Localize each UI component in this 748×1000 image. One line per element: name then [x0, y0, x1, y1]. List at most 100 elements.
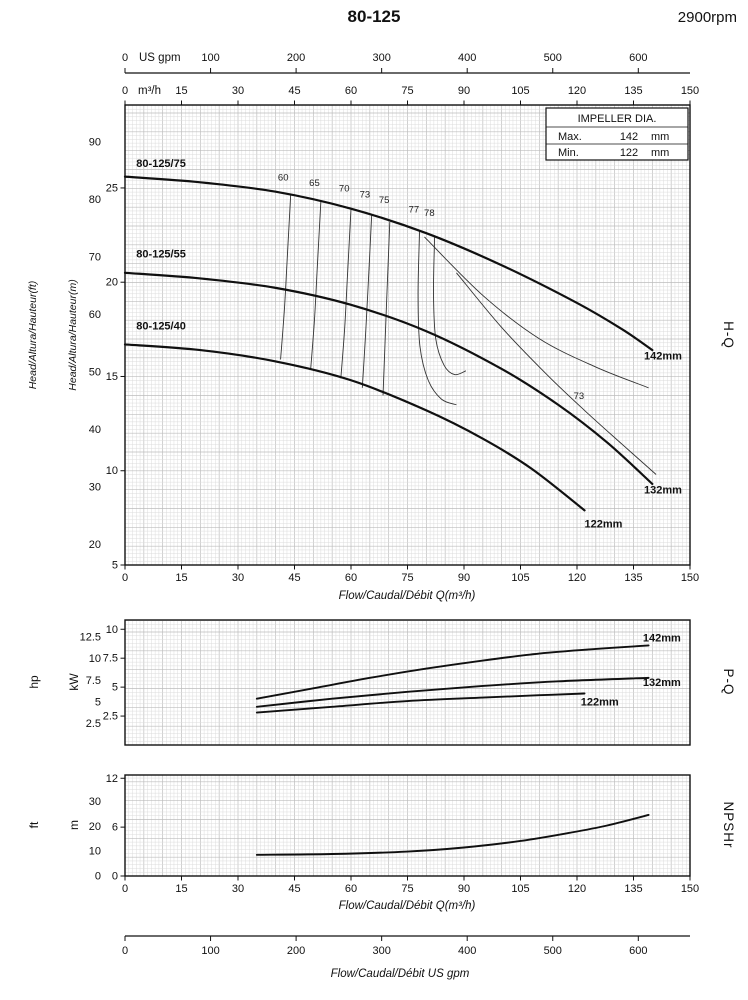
svg-text:75: 75 [401, 85, 413, 97]
svg-text:600: 600 [629, 52, 647, 64]
ft-axis-title: ft [27, 821, 41, 828]
svg-text:90: 90 [458, 85, 470, 97]
svg-text:15: 15 [175, 85, 187, 97]
svg-text:30: 30 [89, 796, 101, 808]
kw-axis-title: kW [67, 673, 81, 691]
npsh-xaxis-label: Flow/Caudal/Débit Q(m³/h) [339, 900, 476, 912]
svg-text:30: 30 [232, 883, 244, 895]
svg-text:20: 20 [89, 539, 101, 551]
svg-text:90: 90 [458, 883, 470, 895]
impeller-legend: IMPELLER DIA. Max. 142 mm Min. 122 mm [545, 107, 689, 161]
top-gpm-unit-label: US gpm [139, 52, 181, 64]
bottom-gpm-axis-label: Flow/Caudal/Débit US gpm [331, 968, 470, 980]
svg-text:0: 0 [122, 85, 128, 97]
svg-text:75: 75 [401, 883, 413, 895]
svg-text:73: 73 [574, 391, 585, 402]
legend-max-value: 142 [620, 131, 638, 143]
legend-max-unit: mm [651, 131, 669, 143]
svg-text:90: 90 [89, 137, 101, 149]
svg-text:25: 25 [106, 182, 118, 194]
top-m3h-unit-label: m³/h [138, 85, 161, 97]
svg-text:20: 20 [89, 821, 101, 833]
svg-text:75: 75 [379, 195, 390, 206]
svg-text:150: 150 [681, 85, 699, 97]
head-m-axis-title: Head/Altura/Hauteur(m) [67, 279, 79, 390]
svg-text:300: 300 [372, 945, 390, 957]
svg-text:75: 75 [401, 572, 413, 584]
axis-ticks: 0015153030454560607575909010510512012013… [89, 85, 699, 584]
svg-text:80-125/40: 80-125/40 [136, 320, 186, 332]
svg-text:2.5: 2.5 [86, 718, 101, 730]
svg-text:5: 5 [112, 682, 118, 694]
svg-text:73: 73 [360, 189, 371, 200]
svg-text:132mm: 132mm [644, 484, 682, 496]
svg-text:10: 10 [106, 465, 118, 477]
svg-text:5: 5 [95, 696, 101, 708]
curve-132mm [255, 676, 650, 708]
curve-122mm [255, 692, 586, 714]
svg-text:0: 0 [122, 572, 128, 584]
svg-text:12: 12 [106, 773, 118, 785]
grid [124, 620, 691, 746]
rpm-label: 2900rpm [678, 9, 737, 26]
svg-text:60: 60 [345, 85, 357, 97]
page-title: 80-125 [348, 7, 401, 26]
pq-panel-label: P-Q [721, 668, 736, 695]
svg-text:70: 70 [339, 184, 350, 195]
chart-geometry: 0015153030454560607575909010510512012013… [80, 52, 700, 957]
svg-text:30: 30 [89, 481, 101, 493]
curve-80-125-75 [123, 175, 654, 352]
svg-text:78: 78 [424, 208, 435, 219]
svg-text:45: 45 [288, 883, 300, 895]
svg-text:80: 80 [89, 194, 101, 206]
svg-text:0: 0 [122, 52, 128, 64]
svg-text:10: 10 [106, 624, 118, 636]
svg-text:122mm: 122mm [581, 697, 619, 709]
svg-text:200: 200 [287, 52, 305, 64]
svg-text:300: 300 [372, 52, 390, 64]
svg-text:120: 120 [568, 572, 586, 584]
svg-text:77: 77 [409, 204, 420, 215]
svg-text:100: 100 [201, 52, 219, 64]
top-gpm-axis: 0 100 200 300 400 500 600 [122, 52, 690, 74]
svg-text:600: 600 [629, 945, 647, 957]
series-curves [255, 813, 650, 856]
svg-text:65: 65 [309, 178, 320, 189]
svg-text:7.5: 7.5 [103, 653, 118, 665]
svg-text:7.5: 7.5 [86, 675, 101, 687]
curve-142mm [255, 644, 650, 700]
svg-text:10: 10 [89, 653, 101, 665]
svg-text:142mm: 142mm [644, 351, 682, 363]
hq-panel-label: H-Q [721, 321, 736, 349]
svg-text:60: 60 [278, 172, 289, 183]
legend-max-label: Max. [558, 131, 582, 143]
svg-text:120: 120 [568, 85, 586, 97]
head-ft-axis-title: Head/Altura/Hauteur(ft) [27, 281, 39, 390]
svg-text:400: 400 [458, 945, 476, 957]
svg-text:0: 0 [95, 871, 101, 883]
svg-text:5: 5 [112, 560, 118, 572]
svg-text:30: 30 [232, 85, 244, 97]
svg-text:500: 500 [544, 945, 562, 957]
svg-text:0: 0 [122, 883, 128, 895]
svg-text:105: 105 [511, 572, 529, 584]
svg-text:122mm: 122mm [585, 518, 623, 530]
curve-80-125-55 [123, 271, 654, 486]
svg-text:120: 120 [568, 883, 586, 895]
svg-text:142mm: 142mm [643, 632, 681, 644]
hq-xaxis-label: Flow/Caudal/Débit Q(m³/h) [339, 590, 476, 602]
legend-border [545, 107, 689, 161]
svg-text:50: 50 [89, 366, 101, 378]
svg-text:135: 135 [624, 883, 642, 895]
svg-text:132mm: 132mm [643, 677, 681, 689]
svg-text:150: 150 [681, 883, 699, 895]
svg-text:45: 45 [288, 572, 300, 584]
bottom-gpm-axis: 0 100 200 300 400 500 600 [122, 935, 690, 957]
svg-text:135: 135 [624, 85, 642, 97]
svg-text:150: 150 [681, 572, 699, 584]
